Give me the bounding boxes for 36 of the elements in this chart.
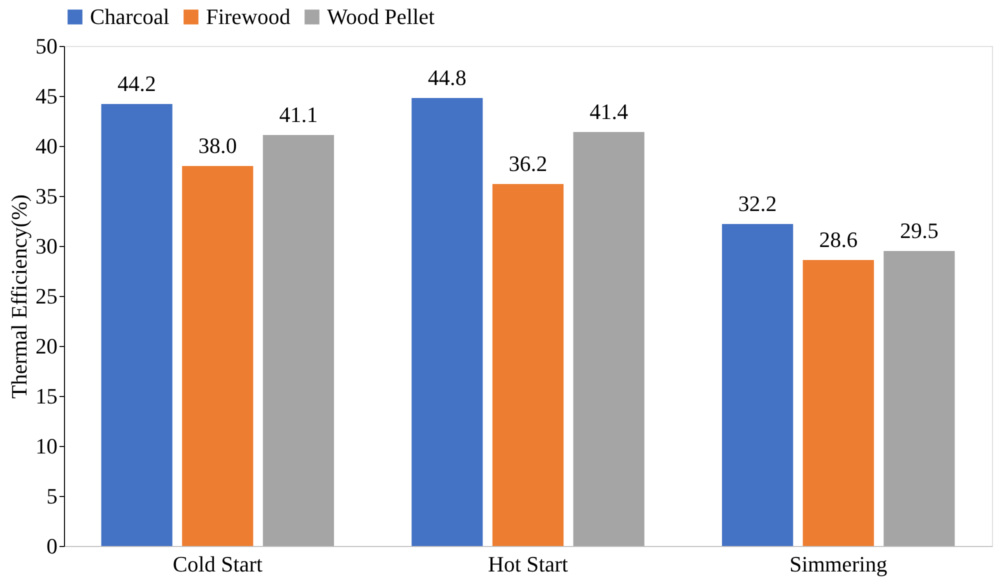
data-label: 41.1 [279,102,318,127]
data-label: 44.8 [428,65,466,90]
x-tick-label: Cold Start [172,552,263,576]
bar [262,135,334,546]
y-tick-label: 50 [36,34,58,58]
y-tick-label: 30 [36,234,58,258]
bar [884,251,955,546]
y-tick-label: 45 [36,84,58,108]
bar [722,224,794,546]
data-label: 38.0 [198,133,237,158]
y-tick-label: 40 [36,134,58,158]
legend-label: Wood Pellet [327,4,435,29]
y-tick-label: 35 [36,184,58,208]
y-tick-label: 5 [46,484,58,508]
bar [492,184,564,546]
bar [573,132,644,546]
legend-label: Firewood [206,4,290,29]
y-tick-label: 20 [36,334,58,358]
data-label: 36.2 [508,151,548,176]
y-tick-label: 25 [36,284,58,308]
legend-label: Charcoal [90,4,170,29]
x-tick-label: Hot Start [488,552,568,576]
data-label: 28.6 [819,227,858,252]
y-tick-label: 10 [36,434,58,458]
y-axis-title: Thermal Efficiency(%) [6,194,32,399]
bar [412,98,483,546]
data-label: 44.2 [118,71,156,96]
y-tick-label: 0 [46,534,58,558]
data-label: 29.5 [900,218,938,243]
bar [182,166,254,546]
data-label: 41.4 [590,99,628,124]
bar [802,260,874,546]
data-label: 32.2 [738,191,777,216]
x-tick-label: Simmering [789,552,888,576]
bar [101,104,172,546]
y-tick-label: 15 [36,384,58,408]
